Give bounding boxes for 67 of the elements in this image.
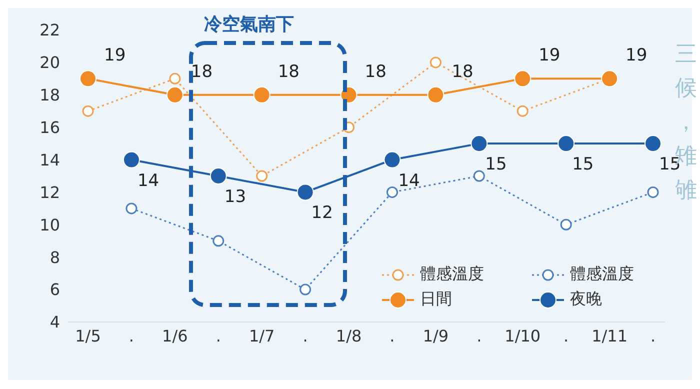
x-tick-label: . — [564, 326, 569, 346]
y-tick-label: 10 — [40, 215, 60, 234]
point — [516, 105, 528, 117]
x-tick-label: . — [302, 326, 308, 346]
data-label: 18 — [452, 62, 474, 82]
point — [430, 56, 442, 68]
annotation: 冷空氣南下 — [204, 13, 294, 36]
point — [470, 135, 488, 152]
x-tick-label: 1/7 — [248, 326, 275, 346]
data-label: 12 — [311, 203, 333, 224]
point — [514, 70, 532, 88]
point — [126, 202, 138, 214]
x-tick-label: . — [650, 326, 656, 346]
point — [300, 284, 312, 296]
x-tick-label: . — [390, 326, 395, 346]
point — [256, 170, 268, 182]
legend-label: 日間 — [420, 289, 452, 310]
y-tick-label: 14 — [40, 150, 60, 170]
data-label: 15 — [485, 154, 507, 175]
point — [647, 186, 659, 198]
point — [122, 151, 140, 168]
y-tick-label: 4 — [50, 312, 60, 332]
y-tick-label: 22 — [40, 20, 60, 40]
point — [212, 235, 224, 247]
data-label: 15 — [572, 154, 594, 175]
x-tick-label: . — [476, 326, 482, 346]
x-tick-label: 1/9 — [422, 326, 449, 346]
data-label: 18 — [278, 62, 300, 82]
point — [166, 86, 184, 104]
point — [253, 86, 270, 104]
point — [384, 151, 401, 168]
legend-label: 體感溫度 — [570, 264, 634, 285]
data-label: 19 — [104, 46, 126, 66]
data-label: 19 — [626, 46, 648, 66]
y-tick-label: 16 — [40, 118, 60, 138]
point — [427, 86, 444, 104]
data-label: 14 — [137, 170, 160, 191]
x-tick-label: . — [216, 326, 221, 346]
data-label: 13 — [224, 187, 246, 207]
y-tick-label: 8 — [50, 248, 60, 267]
y-tick-label: 18 — [40, 86, 60, 105]
data-label: 19 — [538, 46, 560, 66]
legend-label: 夜晚 — [570, 289, 602, 310]
data-label: 18 — [190, 62, 213, 82]
point — [210, 168, 227, 184]
point — [80, 70, 96, 88]
y-tick-label: 12 — [40, 182, 60, 202]
x-tick-label: 1/10 — [504, 326, 541, 346]
y-tick-label: 20 — [40, 53, 60, 72]
x-tick-label: 1/6 — [162, 326, 188, 346]
legend-label: 體感溫度 — [420, 264, 484, 285]
x-tick-label: 1/11 — [592, 326, 628, 346]
point — [560, 218, 572, 230]
point — [296, 184, 314, 201]
x-tick-label: 1/8 — [336, 326, 362, 346]
point — [473, 170, 485, 182]
data-label: 18 — [364, 62, 386, 82]
x-tick-label: 1/5 — [75, 326, 101, 346]
x-tick-label: . — [128, 326, 134, 346]
point — [386, 186, 398, 198]
data-label: 14 — [398, 170, 420, 191]
point — [558, 135, 575, 152]
point — [82, 105, 94, 117]
point — [644, 135, 662, 152]
y-tick-label: 6 — [50, 280, 60, 300]
point — [601, 70, 618, 88]
point — [169, 72, 181, 84]
